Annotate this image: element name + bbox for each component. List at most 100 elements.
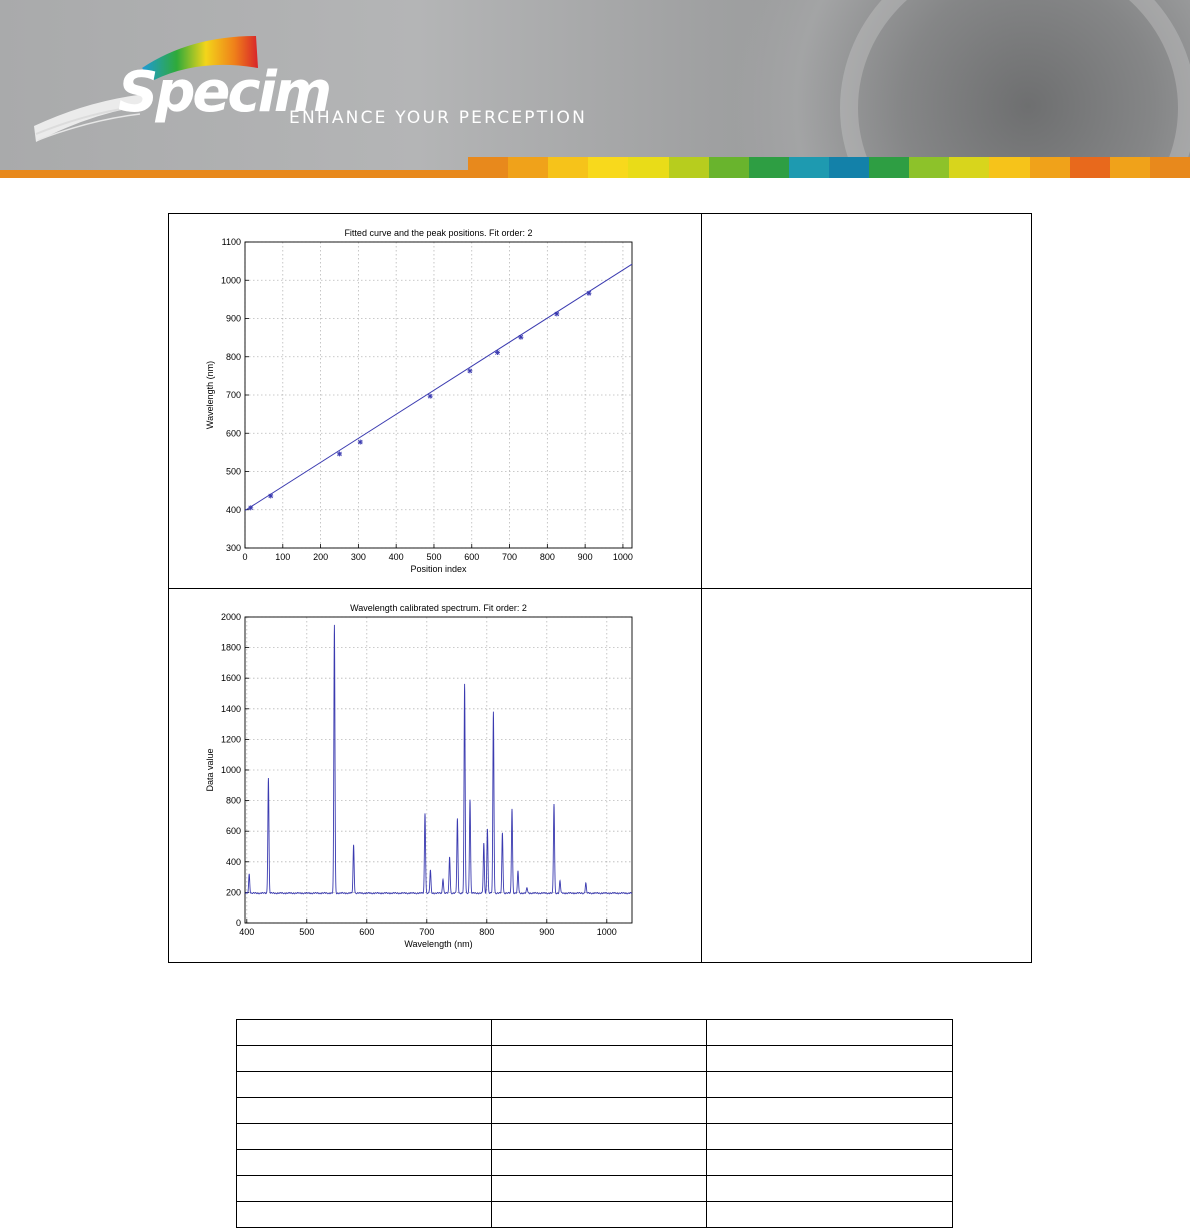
color-strip-segment [1109,157,1150,178]
lens-ring-graphic [840,0,1190,178]
table-row [236,1201,953,1228]
peak-marker [554,311,560,317]
peak-marker [494,350,500,356]
marker-stroke [248,505,253,511]
x-tick-label: 900 [578,552,593,562]
marker-stroke [268,493,274,499]
x-tick-label: 800 [540,552,555,562]
table-cell [236,1123,492,1150]
y-tick-label: 1800 [221,643,241,653]
x-tick-label: 600 [359,927,374,937]
table-cell [236,1019,492,1046]
chart-title: Wavelength calibrated spectrum. Fit orde… [350,603,527,613]
y-tick-label: 800 [226,796,241,806]
marker-stroke [518,334,524,340]
y-tick-label: 1200 [221,734,241,744]
marker-stroke [495,350,500,355]
y-tick-label: 500 [226,467,241,477]
table-cell [706,1175,953,1202]
color-strip-segment [869,157,910,178]
table-row [236,1123,953,1150]
plot-frame [244,616,633,924]
table-cell [706,1019,953,1046]
table-cell [706,1149,953,1176]
figure-table-divider-horizontal [168,588,1032,589]
brand-tagline: ENHANCE YOUR PERCEPTION [289,108,588,128]
spectrum-chart: 400 500 600 700 800 900 1000 0 200 400 600 800 1000 1… [205,603,633,949]
y-tick-label: 900 [226,314,241,324]
color-strip-segment [708,157,749,178]
peak-marker [268,493,274,499]
color-strip-segment [748,157,789,178]
table-cell [491,1123,707,1150]
table-row [236,1045,953,1072]
y-tick-label: 1000 [221,275,241,285]
color-strip-segment [909,157,950,178]
marker-stroke [467,368,473,374]
table-cell [236,1201,492,1228]
table-cell [491,1045,707,1072]
marker-stroke [554,311,560,317]
color-strip-segment [1029,157,1070,178]
color-strip-segment [468,157,509,178]
y-tick-label: 0 [236,918,241,928]
x-tick-label: 1000 [613,552,633,562]
table-row [236,1097,953,1124]
y-tick-label: 600 [226,428,241,438]
color-strip [468,157,1190,178]
table-cell [491,1149,707,1176]
rainbow-swoosh-icon [34,36,258,142]
fit-line [244,263,633,511]
color-strip-segment [628,157,669,178]
y-tick-label: 1400 [221,704,241,714]
peak-marker [518,334,524,340]
x-tick-label: 700 [419,927,434,937]
x-tick-label: 400 [239,927,254,937]
x-tick-label: 700 [502,552,517,562]
y-tick-label: 700 [226,390,241,400]
table-cell [706,1123,953,1150]
table-row [236,1149,953,1176]
peak-marker [248,505,254,511]
peak-marker [336,451,342,457]
table-cell [491,1175,707,1202]
table-row [236,1071,953,1098]
marker-stroke [586,290,592,296]
color-strip-segment [1149,157,1190,178]
table-cell [491,1201,707,1228]
y-tick-label: 400 [226,857,241,867]
peak-marker [467,368,473,374]
y-tick-label: 2000 [221,612,241,622]
x-tick-label: 500 [426,552,441,562]
table-cell [236,1175,492,1202]
x-tick-label: 800 [479,927,494,937]
y-tick-label: 800 [226,352,241,362]
marker-stroke [337,451,342,457]
peak-marker [586,290,592,296]
color-strip-segment [828,157,870,178]
color-strip-segment [788,157,829,178]
color-strip-segment [989,157,1030,178]
table-cell [236,1097,492,1124]
x-tick-label: 900 [539,927,554,937]
y-tick-label: 300 [226,543,241,553]
spectrum-line [244,624,633,895]
y-axis-label: Data value [205,748,215,791]
marker-stroke [357,439,363,445]
table-cell [236,1149,492,1176]
table-cell [491,1071,707,1098]
x-tick-label: 1000 [597,927,617,937]
color-strip-segment [588,157,629,178]
table-cell [706,1097,953,1124]
page-header: Specim ENHANCE YOUR PERCEPTION [0,0,1190,178]
fit-curve-chart: 0 100 200 300 400 500 600 700 800 900 1000 300 400 50… [205,228,633,574]
x-tick-label: 300 [351,552,366,562]
brand-logo: Specim [118,60,332,125]
x-tick-label: 500 [299,927,314,937]
color-strip-segment [508,157,549,178]
y-tick-label: 200 [226,887,241,897]
x-tick-label: 200 [313,552,328,562]
table-cell [491,1097,707,1124]
table-cell [236,1045,492,1072]
x-tick-label: 0 [242,552,247,562]
